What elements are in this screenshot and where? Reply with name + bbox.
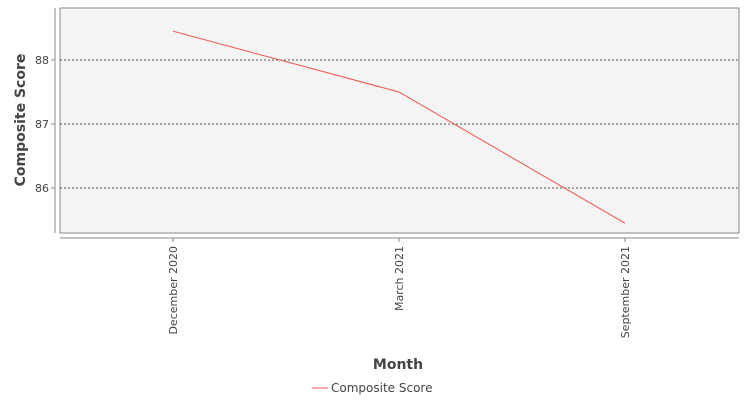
x-tick-label: March 2021 — [393, 246, 406, 311]
legend: Composite Score — [312, 381, 432, 395]
series-line — [172, 30, 626, 224]
y-ticks: 86 87 88 — [35, 54, 55, 195]
x-axis-title: Month — [373, 357, 423, 373]
gridlines — [60, 59, 739, 189]
x-tick-label: September 2021 — [619, 246, 632, 338]
series — [172, 30, 626, 224]
legend-label: Composite Score — [331, 381, 432, 395]
x-ticks: December 2020 March 2021 September 2021 — [167, 238, 632, 338]
y-tick-label: 86 — [35, 182, 49, 195]
x-tick-label: December 2020 — [167, 246, 180, 335]
y-tick-label: 87 — [35, 118, 49, 131]
plot-area — [59, 7, 740, 234]
y-axis-title: Composite Score — [13, 54, 29, 187]
y-tick-label: 88 — [35, 54, 49, 67]
